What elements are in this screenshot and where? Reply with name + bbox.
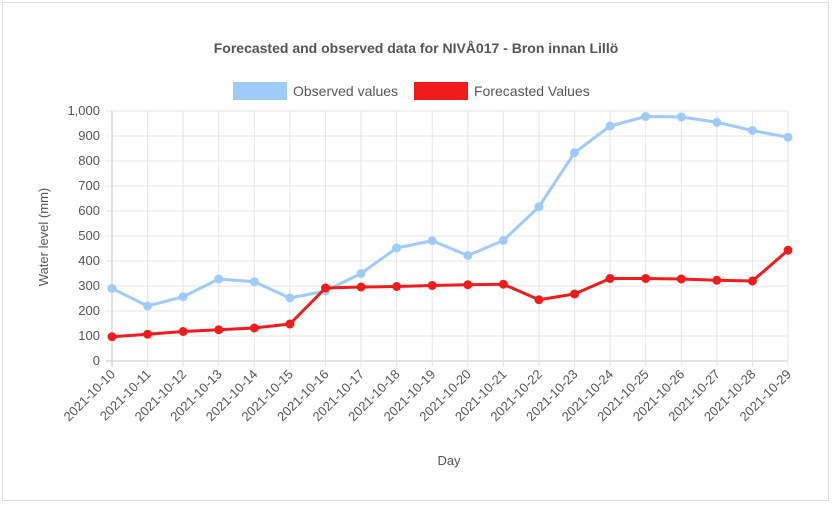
data-point-forecasted — [534, 295, 544, 305]
data-point-forecasted — [570, 289, 580, 299]
y-tick-label: 1,000 — [67, 103, 100, 118]
data-point-observed — [605, 121, 615, 131]
data-point-forecasted — [605, 274, 615, 283]
data-point-observed — [214, 274, 224, 284]
legend: Observed values Forecasted Values — [233, 82, 590, 100]
data-point-observed — [676, 112, 686, 122]
data-point-forecasted — [356, 282, 366, 292]
data-point-observed — [285, 293, 295, 303]
data-point-observed — [178, 292, 188, 302]
y-tick-label: 200 — [78, 303, 100, 318]
data-point-observed — [712, 117, 722, 127]
data-point-forecasted — [249, 323, 259, 333]
grid — [106, 110, 789, 367]
data-point-forecasted — [641, 274, 651, 283]
data-point-observed — [143, 301, 153, 311]
data-point-forecasted — [178, 327, 188, 336]
x-axis-label: Day — [437, 453, 461, 468]
data-point-observed — [356, 269, 366, 278]
y-tick-label: 400 — [78, 253, 100, 268]
data-point-observed — [783, 132, 793, 142]
series-layer — [107, 112, 793, 342]
data-point-observed — [427, 236, 437, 246]
data-point-forecasted — [783, 245, 793, 255]
legend-label-observed: Observed values — [293, 83, 398, 99]
legend-swatch-observed — [233, 82, 287, 100]
data-point-forecasted — [285, 319, 295, 329]
data-point-observed — [641, 112, 651, 121]
data-point-forecasted — [320, 283, 330, 293]
data-point-observed — [107, 284, 117, 293]
y-tick-label: 500 — [78, 228, 100, 243]
data-point-observed — [534, 202, 544, 212]
data-point-observed — [747, 126, 757, 135]
data-point-observed — [249, 277, 259, 287]
legend-swatch-forecasted — [414, 82, 468, 100]
y-axis-ticks: 0 100 200 300 400 500 600 700 800 900 1,000 — [67, 103, 100, 368]
data-point-observed — [392, 243, 402, 253]
data-point-forecasted — [427, 281, 437, 290]
data-point-forecasted — [392, 282, 402, 291]
y-tick-label: 600 — [78, 203, 100, 218]
data-point-forecasted — [498, 279, 508, 289]
y-tick-label: 800 — [78, 153, 100, 168]
series-line-forecasted — [111, 249, 789, 339]
legend-label-forecasted: Forecasted Values — [474, 83, 590, 99]
data-point-observed — [463, 251, 473, 260]
x-axis-ticks: 2021-10-102021-10-112021-10-122021-10-13… — [60, 367, 794, 425]
data-point-forecasted — [463, 280, 473, 290]
y-tick-label: 900 — [78, 128, 100, 143]
data-point-forecasted — [712, 275, 722, 285]
data-point-observed — [498, 236, 508, 245]
y-tick-label: 300 — [78, 278, 100, 293]
chart-title: Forecasted and observed data for NIVÅ017… — [214, 40, 619, 56]
y-tick-label: 100 — [78, 328, 100, 343]
data-point-forecasted — [107, 332, 117, 342]
data-point-forecasted — [676, 274, 686, 284]
legend-item-observed[interactable]: Observed values — [233, 82, 398, 100]
y-tick-label: 0 — [93, 353, 100, 368]
data-point-forecasted — [214, 325, 224, 335]
series-line-observed — [111, 115, 789, 308]
y-tick-label: 700 — [78, 178, 100, 193]
data-point-forecasted — [747, 276, 757, 286]
data-point-observed — [570, 148, 580, 158]
data-point-forecasted — [143, 329, 153, 339]
y-axis-label: Water level (mm) — [36, 188, 51, 286]
legend-item-forecasted[interactable]: Forecasted Values — [414, 82, 590, 100]
